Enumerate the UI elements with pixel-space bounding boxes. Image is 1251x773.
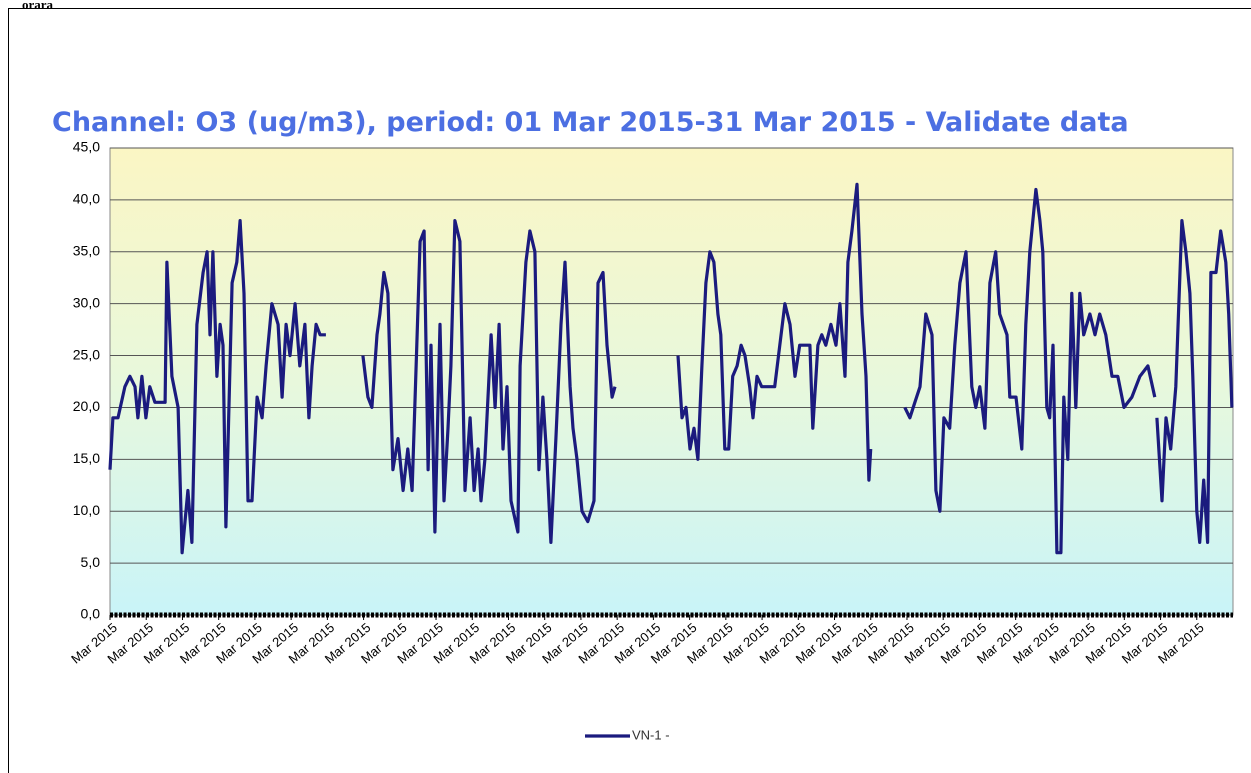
y-tick-label: 10,0 — [73, 502, 100, 518]
y-tick-label: 15,0 — [73, 450, 100, 466]
legend-label: VN-1 - — [632, 727, 670, 742]
y-tick-label: 5,0 — [81, 554, 101, 570]
chart-title: Channel: O3 (ug/m3), period: 01 Mar 2015… — [52, 107, 1129, 138]
y-tick-label: 45,0 — [73, 139, 100, 155]
y-tick-label: 30,0 — [73, 294, 100, 310]
y-tick-label: 40,0 — [73, 191, 100, 207]
y-tick-label: 20,0 — [73, 398, 100, 414]
page-header: orara — [22, 0, 54, 12]
y-tick-label: 0,0 — [81, 606, 101, 622]
y-tick-label: 25,0 — [73, 346, 100, 362]
plot-area — [109, 147, 1234, 616]
series-line — [108, 182, 1234, 555]
y-tick-label: 35,0 — [73, 242, 100, 258]
frame — [8, 8, 1251, 773]
